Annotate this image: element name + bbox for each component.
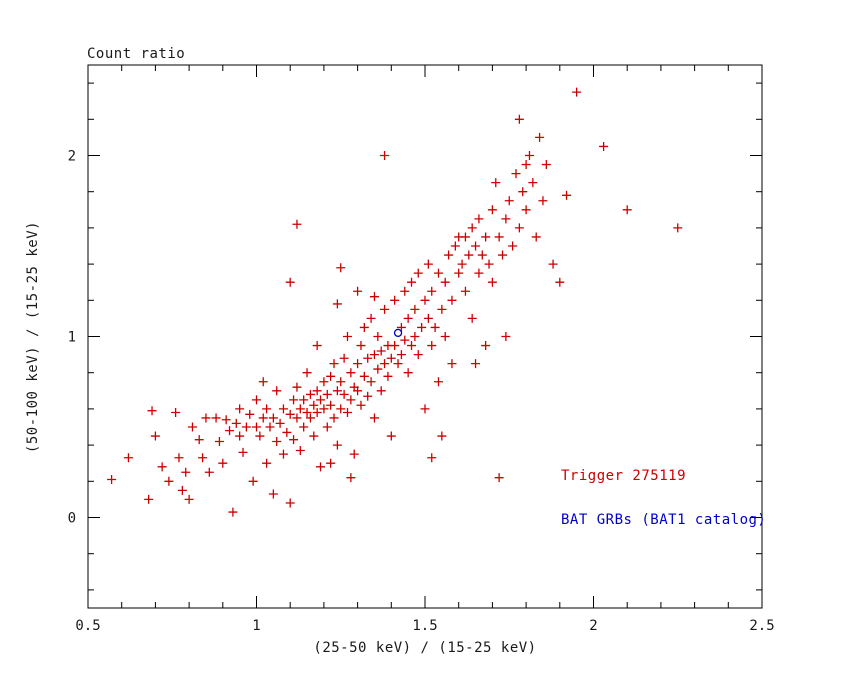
x-axis-label: (25-50 keV) / (15-25 keV) [313, 640, 537, 656]
svg-text:1.5: 1.5 [412, 618, 437, 634]
svg-text:2.5: 2.5 [749, 618, 774, 634]
chart-title: Count ratio [87, 46, 186, 62]
catalog-data-point [393, 328, 403, 338]
svg-text:0: 0 [68, 511, 76, 527]
svg-text:0.5: 0.5 [75, 618, 100, 634]
legend-catalog-label: BAT GRBs (BAT1 catalog) [561, 512, 767, 528]
x-tick-labels: 0.5 1 1.5 2 2.5 [75, 618, 774, 634]
svg-text:2: 2 [68, 149, 76, 165]
y-tick-labels: 0 1 2 [68, 149, 76, 527]
trigger-data-points [107, 87, 683, 517]
axis-ticks [87, 65, 763, 608]
y-axis-label: (50-100 keV) / (15-25 keV) [25, 220, 41, 454]
svg-text:2: 2 [589, 618, 597, 634]
svg-text:1: 1 [68, 330, 76, 346]
svg-text:1: 1 [252, 618, 260, 634]
legend-trigger-label: Trigger 275119 [561, 468, 687, 484]
